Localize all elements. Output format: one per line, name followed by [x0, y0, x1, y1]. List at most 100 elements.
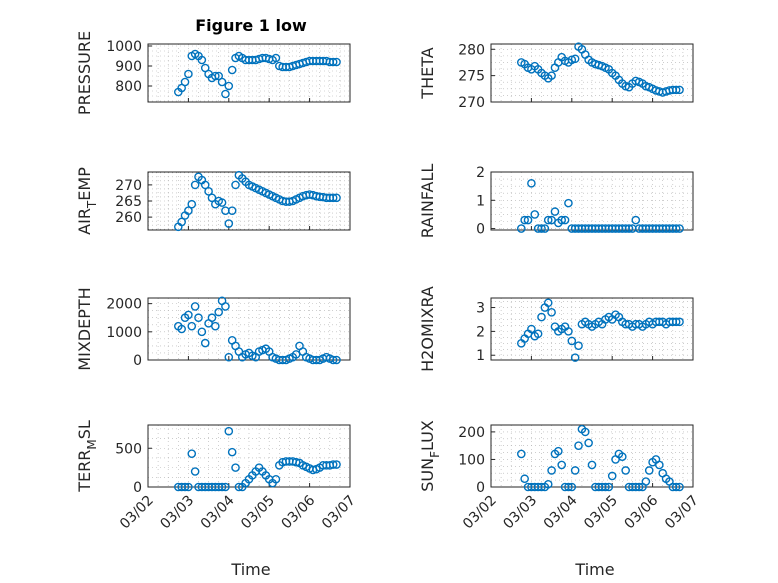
data-point	[557, 460, 567, 470]
data-point	[187, 199, 197, 209]
y-axis-label-sub: F	[428, 451, 442, 458]
subplot-terr-msl: 0 500 03/02 03/03 03/04 03/05 03/06 03/07 TERRMS…	[75, 420, 359, 532]
data-point	[332, 460, 341, 469]
data-point	[224, 352, 234, 362]
x-tick-label: 03/06	[622, 492, 662, 532]
data-point	[570, 466, 580, 475]
data-point	[221, 302, 230, 311]
data-point	[584, 438, 593, 448]
data-point	[567, 482, 577, 492]
data-point	[184, 310, 193, 320]
data-point	[197, 55, 207, 65]
y-tick-label: 1	[476, 348, 485, 364]
data-point	[224, 426, 234, 436]
subplot-h2omixra: 1 2 3 H2OMIXRA	[418, 286, 694, 372]
data-point	[564, 327, 573, 336]
y-tick-label: 2000	[106, 297, 142, 313]
x-tick-label: 03/05	[581, 493, 621, 533]
data-point	[197, 327, 207, 337]
y-tick-label: 1000	[106, 39, 142, 55]
data-point	[217, 482, 227, 492]
data-point	[570, 353, 580, 362]
data-point	[328, 57, 338, 67]
data-point	[675, 317, 684, 327]
data-point	[234, 482, 244, 492]
data-point	[200, 180, 210, 190]
y-axis-label-main: RAINFALL	[418, 164, 437, 239]
y-tick-label: 900	[115, 59, 142, 75]
data-point	[554, 446, 563, 456]
data-point	[564, 482, 573, 492]
data-point	[574, 441, 583, 450]
data-point	[671, 317, 681, 327]
data-point	[671, 85, 681, 95]
data-point	[200, 338, 210, 348]
y-axis-label: TERRMSL	[75, 420, 99, 493]
data-point	[332, 355, 341, 365]
data-point	[543, 479, 553, 489]
data-point	[604, 482, 614, 492]
data-point	[211, 71, 220, 81]
x-tick-label: 03/04	[198, 492, 238, 532]
data-point	[224, 219, 234, 228]
y-axis-label: AIRTEMP	[75, 167, 99, 235]
y-axis-label-main: H2OMIXRA	[418, 286, 437, 372]
y-axis-label: SUNFLUX	[418, 420, 442, 492]
data-point	[187, 449, 197, 458]
data-point	[527, 179, 536, 188]
data-point	[227, 65, 237, 75]
y-tick-label: 270	[115, 178, 142, 194]
data-point	[601, 482, 610, 492]
data-point	[631, 215, 641, 225]
data-point	[221, 482, 230, 492]
data-point	[543, 215, 553, 225]
data-point	[557, 215, 567, 225]
data-point	[520, 215, 529, 225]
data-point	[675, 224, 684, 233]
subplot-mixdepth: 0 1000 2000 MIXDEPTH	[75, 287, 351, 371]
axes-frame	[490, 297, 694, 361]
data-point	[332, 193, 341, 203]
y-axis-label: RAINFALL	[418, 164, 437, 239]
y-tick-label: 0	[133, 480, 142, 496]
data-point	[543, 298, 553, 308]
data-point	[221, 89, 230, 99]
data-point	[227, 447, 237, 457]
subplot-sun-flux: 0 100 200 03/02 03/03 03/04 03/05 03/06 03/07 SUN…	[418, 420, 702, 532]
data-point	[523, 215, 533, 225]
axes-frame	[147, 43, 351, 103]
data-point	[574, 341, 583, 350]
data-point	[184, 69, 193, 79]
data-point	[214, 307, 223, 317]
data-point	[207, 313, 217, 323]
y-tick-label: 0	[133, 353, 142, 369]
y-axis-label: MIXDEPTH	[75, 287, 94, 370]
data-point	[180, 482, 190, 492]
data-point	[177, 324, 186, 334]
data-point	[328, 460, 338, 469]
data-point	[527, 324, 536, 334]
data-point	[550, 207, 560, 216]
data-point	[621, 466, 630, 475]
axes-frame	[490, 43, 694, 103]
y-tick-label: 2	[476, 324, 485, 340]
data-point	[624, 224, 634, 233]
y-axis-label-sub: T	[85, 200, 99, 209]
data-point	[187, 321, 197, 331]
data-point	[587, 460, 597, 470]
subplot-theta: 270 275 280 THETA	[418, 42, 694, 111]
figure-title: Figure 1 low	[195, 16, 307, 35]
data-point	[190, 467, 200, 476]
data-point	[190, 180, 200, 190]
subplot-rainfall: 0 1 2 RAINFALL	[418, 164, 694, 239]
data-point	[655, 460, 664, 470]
data-point	[271, 474, 281, 484]
data-point	[328, 193, 338, 203]
data-point	[207, 193, 217, 203]
y-tick-label: 800	[115, 79, 142, 95]
y-axis-label-main: MIXDEPTH	[75, 287, 94, 370]
data-point	[547, 71, 556, 80]
y-tick-label: 3	[476, 301, 485, 317]
data-point	[607, 471, 617, 481]
